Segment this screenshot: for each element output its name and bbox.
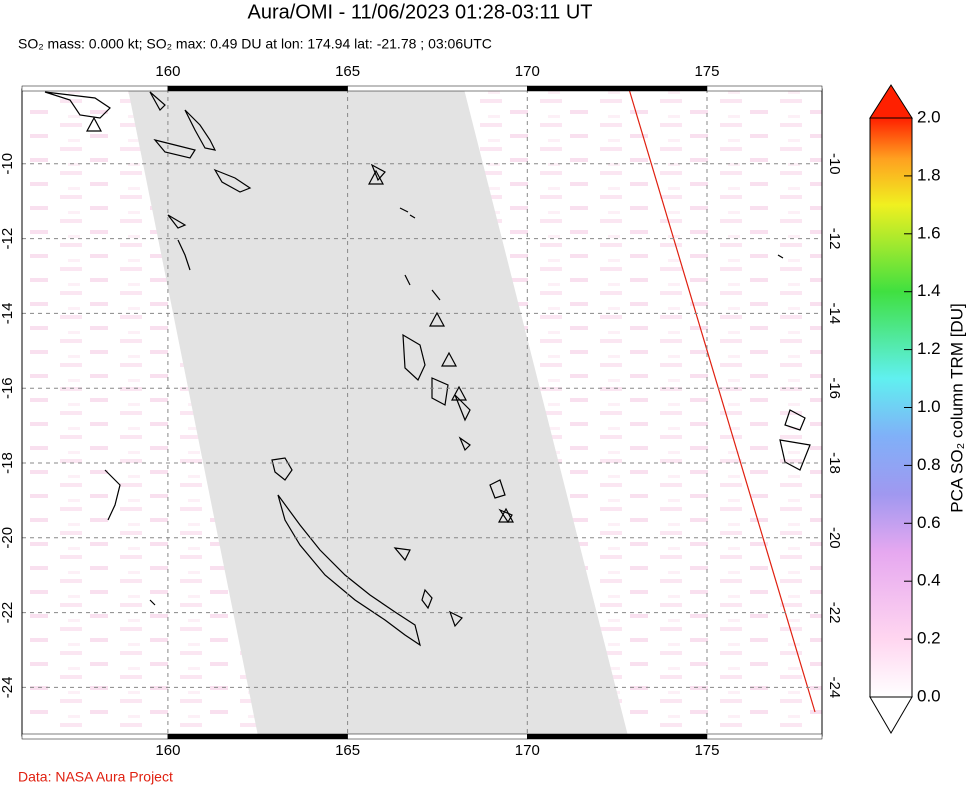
colorbar-tick-label: 2.0 bbox=[917, 107, 941, 126]
coast bbox=[431, 377, 471, 452]
title: Aura/OMI - 11/06/2023 01:28-03:11 UT bbox=[247, 1, 592, 23]
frame-bar bbox=[167, 85, 348, 92]
y-tick-label: -12 bbox=[0, 228, 16, 250]
colorbar-extend-high bbox=[869, 84, 913, 119]
volcano bbox=[450, 385, 468, 401]
colorbar-tick-label: 0.0 bbox=[917, 686, 941, 705]
y-tick-label: -22 bbox=[826, 602, 843, 624]
coast bbox=[44, 91, 111, 119]
coast bbox=[271, 457, 293, 481]
frame-bar bbox=[527, 85, 708, 92]
y-tick-label: -20 bbox=[0, 527, 16, 549]
colorbar-extend-low bbox=[869, 696, 913, 734]
frame-bar bbox=[347, 85, 528, 92]
x-tick-label: 160 bbox=[155, 742, 180, 759]
coast bbox=[777, 254, 811, 471]
coast bbox=[277, 494, 421, 647]
volcano bbox=[367, 169, 385, 185]
x-tick-label: 175 bbox=[694, 63, 719, 80]
frame-bar bbox=[527, 733, 708, 740]
y-tick-label: -22 bbox=[0, 602, 16, 624]
colorbar-tick-label: 1.0 bbox=[917, 397, 941, 416]
coast bbox=[184, 109, 217, 151]
frame-bar bbox=[347, 733, 528, 740]
colorbar-tick-label: 1.2 bbox=[917, 339, 941, 358]
coast bbox=[393, 547, 463, 628]
frame-bar bbox=[706, 85, 823, 92]
coast bbox=[167, 214, 187, 229]
y-tick-label: -10 bbox=[826, 153, 843, 175]
frame-bar bbox=[21, 733, 169, 740]
frame-bar bbox=[21, 85, 169, 92]
x-tick-label: 165 bbox=[335, 63, 360, 80]
coast bbox=[149, 91, 166, 111]
frame-bar bbox=[167, 733, 348, 740]
colorbar-tick-label: 1.6 bbox=[917, 223, 941, 242]
colorbar-tick-label: 0.2 bbox=[917, 629, 941, 648]
y-tick-label: -18 bbox=[0, 452, 16, 474]
coast bbox=[177, 239, 191, 271]
colorbar-tick-label: 1.4 bbox=[917, 281, 941, 300]
grid bbox=[22, 89, 822, 736]
y-tick-label: -20 bbox=[826, 527, 843, 549]
y-tick-label: -24 bbox=[826, 677, 843, 699]
map bbox=[21, 85, 823, 740]
y-tick-label: -24 bbox=[0, 677, 16, 699]
coast bbox=[153, 138, 196, 159]
y-tick-label: -12 bbox=[826, 228, 843, 250]
y-tick-label: -16 bbox=[826, 377, 843, 399]
subtitle: SO₂ mass: 0.000 kt; SO₂ max: 0.49 DU at … bbox=[18, 36, 492, 52]
source-note: Data: NASA Aura Project bbox=[18, 769, 173, 785]
coast bbox=[489, 479, 513, 524]
x-tick-label: 170 bbox=[515, 63, 540, 80]
coast bbox=[104, 469, 156, 606]
coast bbox=[213, 168, 252, 193]
coast bbox=[402, 274, 441, 381]
volcano bbox=[440, 351, 458, 367]
volcanoes bbox=[85, 116, 515, 523]
coastlines bbox=[44, 91, 811, 647]
frame-bar bbox=[706, 733, 823, 740]
colorbar-label: PCA SO₂ column TRM [DU] bbox=[947, 303, 966, 512]
colorbar-tick-label: 1.8 bbox=[917, 165, 941, 184]
colorbar-tick-label: 0.6 bbox=[917, 513, 941, 532]
x-tick-label: 160 bbox=[155, 63, 180, 80]
x-tick-label: 175 bbox=[694, 742, 719, 759]
swath bbox=[128, 89, 628, 736]
y-tick-label: -16 bbox=[0, 377, 16, 399]
y-tick-label: -14 bbox=[0, 303, 16, 325]
x-tick-label: 165 bbox=[335, 742, 360, 759]
y-tick-label: -18 bbox=[826, 452, 843, 474]
y-tick-label: -14 bbox=[826, 303, 843, 325]
x-tick-label: 170 bbox=[515, 742, 540, 759]
volcano bbox=[85, 116, 103, 132]
colorbar-tick-label: 0.4 bbox=[917, 571, 941, 590]
volcano bbox=[497, 507, 515, 523]
track-line bbox=[628, 88, 816, 713]
y-tick-label: -10 bbox=[0, 153, 16, 175]
volcano bbox=[428, 311, 446, 327]
colorbar-tick-label: 0.8 bbox=[917, 455, 941, 474]
